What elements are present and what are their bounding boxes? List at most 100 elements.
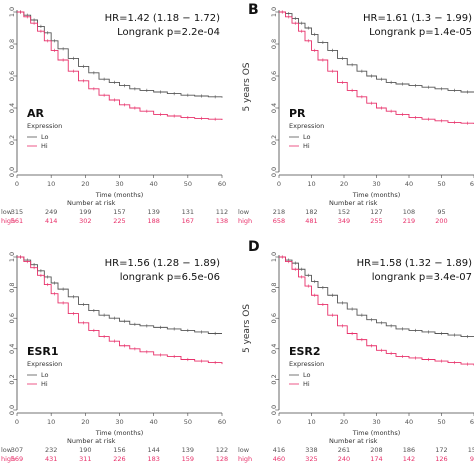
x-tick-label: 0 <box>15 418 19 426</box>
risk-low-value: 122 <box>216 446 228 454</box>
y-axis-title: 5 years OS <box>242 304 252 353</box>
x-tick-label: 10 <box>307 180 315 188</box>
series-line-lo <box>279 11 474 93</box>
risk-high-value: 225 <box>113 217 125 225</box>
x-tick-label: 30 <box>115 180 123 188</box>
risk-low-value: 139 <box>147 208 159 216</box>
x-tick-label: 60 <box>218 418 226 426</box>
y-tick-label: 0.8 <box>270 282 278 292</box>
x-axis-title: Time (months) <box>352 191 401 199</box>
series-line-hi <box>279 11 474 124</box>
risk-low-value: 112 <box>216 208 228 216</box>
risk-high-label: high <box>1 217 15 225</box>
y-tick-label: 0.4 <box>270 103 278 113</box>
risk-high-value: 311 <box>79 455 91 463</box>
risk-low-value: 261 <box>338 446 350 454</box>
y-tick-label: 1.0 <box>270 252 278 262</box>
x-tick-label: 50 <box>437 418 445 426</box>
legend-label-lo: Lo <box>41 133 49 141</box>
x-tick-label: 60 <box>470 180 474 188</box>
y-tick-label: 0.6 <box>8 313 16 323</box>
risk-low-value: 218 <box>273 208 285 216</box>
risk-high-label: high <box>238 455 252 463</box>
km-panel-a: 0.0 0.2 0.4 0.6 0.8 1.0 0 10 20 30 40 50 60 Time (mon… <box>1 7 228 225</box>
x-tick-label: 0 <box>277 418 281 426</box>
risk-low-value: 182 <box>305 208 317 216</box>
x-axis-title: Time (months) <box>95 191 144 199</box>
x-tick-label: 40 <box>150 180 158 188</box>
risk-high-value: 128 <box>216 455 228 463</box>
x-tick-label: 20 <box>81 180 89 188</box>
risk-high-value: 460 <box>273 455 285 463</box>
risk-high-value: 325 <box>305 455 317 463</box>
y-tick-label: 0.2 <box>270 135 278 145</box>
gene-label: PR <box>289 107 306 120</box>
y-tick-label: 0.4 <box>8 344 16 354</box>
x-tick-label: 0 <box>277 180 281 188</box>
x-tick-label: 20 <box>340 418 348 426</box>
x-tick-label: 40 <box>150 418 158 426</box>
x-tick-label: 10 <box>47 418 55 426</box>
hazard-ratio-text: HR=1.56 (1.28 − 1.89) <box>105 258 220 269</box>
legend-title: Expression <box>27 360 62 368</box>
x-tick-label: 60 <box>218 180 226 188</box>
risk-low-value: 315 <box>11 208 23 216</box>
risk-high-value: 569 <box>11 455 23 463</box>
x-tick-label: 50 <box>184 418 192 426</box>
x-tick-label: 30 <box>372 180 380 188</box>
risk-high-value: 126 <box>435 455 447 463</box>
risk-high-value: 349 <box>338 217 350 225</box>
risk-high-value: 138 <box>216 217 228 225</box>
y-tick-label: 0.0 <box>8 405 16 415</box>
series-line-hi <box>17 256 223 365</box>
y-tick-label: 0.8 <box>270 39 278 49</box>
risk-high-value: 200 <box>435 217 447 225</box>
risk-high-value: 142 <box>403 455 415 463</box>
risk-high-value: 414 <box>45 217 57 225</box>
y-tick-label: 0.8 <box>8 282 16 292</box>
x-tick-label: 30 <box>115 418 123 426</box>
risk-low-label: low <box>1 208 13 216</box>
series-line-lo <box>17 11 223 98</box>
logrank-text: Longrank p=1.4e-05 <box>369 27 472 38</box>
x-tick-label: 50 <box>184 180 192 188</box>
risk-high-value: 302 <box>79 217 91 225</box>
y-tick-label: 0.0 <box>270 405 278 415</box>
x-tick-label: 40 <box>405 418 413 426</box>
x-tick-label: 60 <box>470 418 474 426</box>
hazard-ratio-text: HR=1.42 (1.18 − 1.72) <box>105 13 220 24</box>
legend-label-hi: Hi <box>41 380 48 388</box>
risk-low-value: 338 <box>305 446 317 454</box>
risk-table-title: Number at risk <box>329 437 378 445</box>
risk-high-value: 561 <box>11 217 23 225</box>
risk-low-value: 249 <box>45 208 57 216</box>
risk-high-value: 431 <box>45 455 57 463</box>
panel-letter: B <box>248 2 259 18</box>
legend-label-lo: Lo <box>303 133 311 141</box>
risk-high-value: 226 <box>113 455 125 463</box>
risk-low-value: 152 <box>338 208 350 216</box>
risk-high-value: 167 <box>182 217 194 225</box>
risk-high-value: 240 <box>338 455 350 463</box>
risk-low-value: 95 <box>437 208 445 216</box>
risk-high-value: 658 <box>273 217 285 225</box>
hazard-ratio-text: HR=1.61 (1.3 − 1.99) <box>363 13 472 24</box>
risk-low-label: low <box>238 446 250 454</box>
risk-low-value: 127 <box>370 208 382 216</box>
risk-high-value: 174 <box>370 455 382 463</box>
risk-high-value: 481 <box>305 217 317 225</box>
risk-table-title: Number at risk <box>67 437 116 445</box>
risk-low-value: 307 <box>11 446 23 454</box>
km-panel-b: 0.0 0.2 0.4 0.6 0.8 1.0 0 10 20 30 40 50 60 Time (mon… <box>238 2 474 225</box>
x-axis-title: Time (months) <box>95 429 144 437</box>
hazard-ratio-text: HR=1.58 (1.32 − 1.89) <box>357 258 472 269</box>
risk-low-value: 157 <box>113 208 125 216</box>
legend-title: Expression <box>289 122 324 130</box>
y-tick-label: 0.4 <box>8 103 16 113</box>
x-tick-label: 0 <box>15 180 19 188</box>
legend-label-hi: Hi <box>41 142 48 150</box>
risk-low-value: 139 <box>182 446 194 454</box>
y-tick-label: 0.0 <box>8 167 16 177</box>
y-tick-label: 0.2 <box>8 135 16 145</box>
series-line-hi <box>17 11 223 120</box>
